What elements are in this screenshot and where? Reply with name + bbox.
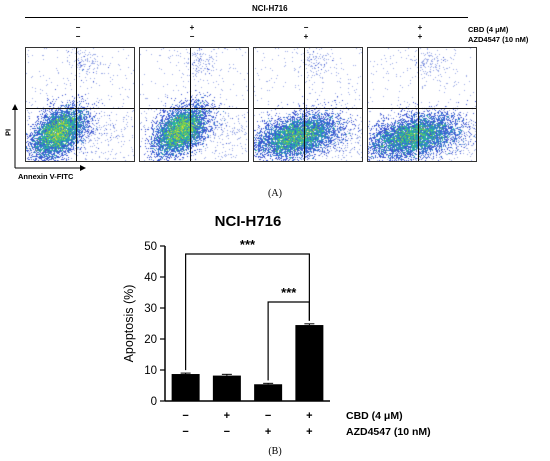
significance-bracket xyxy=(267,301,310,381)
cbd-sign-2: + xyxy=(189,23,195,32)
bar xyxy=(212,375,241,401)
cbd-sign: + xyxy=(306,410,312,422)
cbd-sign: − xyxy=(265,410,271,422)
flow-axes-arrows xyxy=(12,104,86,171)
flow-density-2 xyxy=(140,48,248,161)
quadrant-hline xyxy=(254,108,362,109)
y-tick-label: 20 xyxy=(144,334,157,346)
annexin-axis-label: Annexin V-FITC xyxy=(18,172,74,181)
significance-label: *** xyxy=(240,237,256,252)
y-tick-label: 40 xyxy=(144,272,157,284)
y-tick-label: 50 xyxy=(144,241,157,253)
azd-sign-2: − xyxy=(189,32,195,41)
flow-density-1 xyxy=(26,48,134,161)
azd-sign: − xyxy=(224,426,230,438)
chart-title: NCI-H716 xyxy=(214,213,282,230)
azd-row-label: AZD4547 (10 nM) xyxy=(468,35,529,44)
cbd-sign-1: − xyxy=(75,23,81,32)
cbd-sign: − xyxy=(182,410,188,422)
flow-density-3 xyxy=(254,48,362,161)
azd-sign: − xyxy=(182,426,188,438)
cbd-row-label: CBD (4 μM) xyxy=(468,25,509,34)
azd-sign-3: + xyxy=(303,32,309,41)
header-rule xyxy=(25,17,468,18)
azd-sign-4: + xyxy=(417,32,423,41)
y-tick-label: 30 xyxy=(144,303,157,315)
azd-sign-1: − xyxy=(75,32,81,41)
y-axis-label: Apoptosis (%) xyxy=(122,285,136,363)
flow-plot-2 xyxy=(139,47,249,162)
bar xyxy=(171,374,200,401)
azd-sign: + xyxy=(265,426,271,438)
bar xyxy=(254,384,283,401)
flow-plot-1 xyxy=(25,47,135,162)
significance-label: *** xyxy=(281,285,297,300)
cbd-condition-label: CBD (4 μM) xyxy=(346,410,403,422)
y-tick-label: 0 xyxy=(151,396,157,408)
flow-density-4 xyxy=(368,48,476,161)
panel-b-caption: (B) xyxy=(268,446,282,457)
azd-condition-label: AZD4547 (10 nM) xyxy=(346,426,431,438)
y-tick-label: 10 xyxy=(144,365,157,377)
quadrant-vline xyxy=(304,48,305,161)
azd-sign: + xyxy=(306,426,312,438)
cbd-sign-3: − xyxy=(303,23,309,32)
panel-a-cell-line: NCI-H716 xyxy=(252,4,288,13)
quadrant-hline xyxy=(26,108,134,109)
panel-a-caption: (A) xyxy=(268,188,282,199)
quadrant-hline xyxy=(140,108,248,109)
cbd-sign-4: + xyxy=(417,23,423,32)
quadrant-hline xyxy=(368,108,476,109)
flow-plot-3 xyxy=(253,47,363,162)
bar xyxy=(295,325,324,401)
flow-plot-4 xyxy=(367,47,477,162)
quadrant-vline xyxy=(418,48,419,161)
quadrant-vline xyxy=(190,48,191,161)
significance-bracket xyxy=(185,253,310,371)
quadrant-vline xyxy=(76,48,77,161)
cbd-sign: + xyxy=(224,410,230,422)
